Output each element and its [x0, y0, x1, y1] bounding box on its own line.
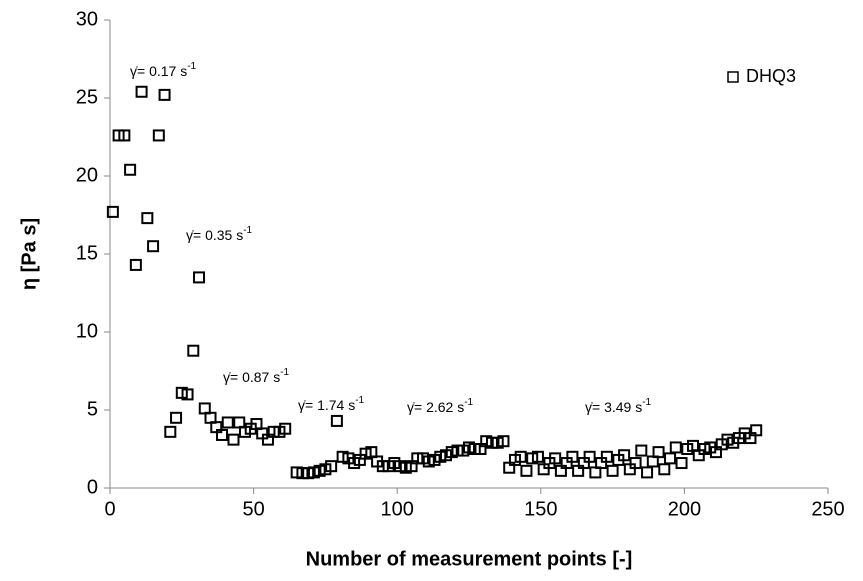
marker	[129, 258, 142, 271]
annotation: γ̇= 0.87 s-1	[223, 367, 290, 385]
marker	[170, 411, 183, 424]
y-tick-label: 5	[87, 398, 98, 420]
marker	[152, 129, 165, 142]
marker	[600, 450, 613, 463]
x-tick-label: 200	[668, 498, 701, 520]
marker	[750, 424, 763, 437]
marker	[118, 129, 131, 142]
marker	[514, 450, 527, 463]
annotation-superscript: -1	[187, 61, 196, 72]
x-axis-title: Number of measurement points [-]	[306, 548, 633, 570]
marker	[330, 414, 343, 427]
marker	[669, 441, 682, 454]
y-tick-label: 15	[76, 242, 98, 264]
annotation: γ̇= 1.74 s-1	[298, 395, 365, 413]
annotation-superscript: -1	[280, 367, 289, 378]
marker	[193, 271, 206, 284]
x-tick-label: 100	[381, 498, 414, 520]
marker	[187, 344, 200, 357]
marker	[549, 452, 562, 465]
marker	[629, 457, 642, 470]
marker	[566, 450, 579, 463]
marker	[227, 433, 240, 446]
annotation-superscript: -1	[464, 397, 473, 408]
marker	[652, 446, 665, 459]
annotation-superscript: -1	[355, 395, 364, 406]
y-tick-label: 20	[76, 164, 98, 186]
y-tick-label: 25	[76, 86, 98, 108]
marker	[164, 425, 177, 438]
marker	[675, 457, 688, 470]
marker	[497, 435, 510, 448]
annotation-superscript: -1	[243, 225, 252, 236]
annotation-text: γ̇= 0.35 s	[186, 227, 243, 243]
annotation: γ̇= 0.17 s-1	[130, 61, 197, 79]
marker	[181, 388, 194, 401]
marker	[106, 205, 119, 218]
marker	[124, 163, 137, 176]
marker	[635, 444, 648, 457]
marker	[158, 88, 171, 101]
marker	[618, 449, 631, 462]
marker	[658, 463, 671, 476]
annotation-text: γ̇= 0.17 s	[130, 63, 187, 79]
y-tick-label: 0	[87, 476, 98, 498]
marker	[141, 212, 154, 225]
marker	[531, 450, 544, 463]
legend-label: DHQ3	[746, 66, 796, 86]
marker	[221, 416, 234, 429]
x-tick-label: 250	[811, 498, 844, 520]
marker	[520, 464, 533, 477]
marker	[583, 450, 596, 463]
legend-marker	[727, 71, 739, 83]
annotation-text: γ̇= 0.87 s	[223, 369, 280, 385]
annotation: γ̇= 2.62 s-1	[407, 397, 474, 415]
y-axis-title: η [Pa s]	[18, 218, 40, 290]
marker	[325, 460, 338, 473]
x-tick-label: 50	[242, 498, 264, 520]
annotation: γ̇= 0.35 s-1	[186, 225, 253, 243]
x-tick-label: 150	[524, 498, 557, 520]
marker	[147, 240, 160, 253]
annotation-superscript: -1	[642, 397, 651, 408]
marker	[216, 428, 229, 441]
marker	[664, 452, 677, 465]
marker	[279, 422, 292, 435]
marker	[606, 464, 619, 477]
y-tick-label: 30	[76, 8, 98, 30]
annotation-text: γ̇= 2.62 s	[407, 399, 464, 415]
y-tick-label: 10	[76, 320, 98, 342]
annotation-text: γ̇= 1.74 s	[298, 397, 355, 413]
annotation: γ̇= 3.49 s-1	[585, 397, 652, 415]
x-tick-label: 0	[104, 498, 115, 520]
annotation-text: γ̇= 3.49 s	[585, 399, 642, 415]
marker	[641, 466, 654, 479]
marker	[135, 85, 148, 98]
